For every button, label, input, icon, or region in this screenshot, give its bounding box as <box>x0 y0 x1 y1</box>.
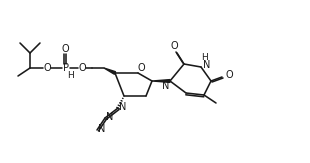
Polygon shape <box>104 68 116 74</box>
Polygon shape <box>152 80 170 82</box>
Text: H: H <box>67 71 73 80</box>
Text: H: H <box>202 53 208 62</box>
Text: N: N <box>162 81 170 91</box>
Text: O: O <box>78 63 86 73</box>
Text: N: N <box>119 102 127 112</box>
Text: N: N <box>106 112 114 122</box>
Text: N: N <box>98 124 106 134</box>
Text: O: O <box>137 63 145 73</box>
Text: O: O <box>170 41 178 51</box>
Text: O: O <box>43 63 51 73</box>
Text: O: O <box>61 44 69 54</box>
Text: N: N <box>203 60 211 70</box>
Text: O: O <box>225 70 233 80</box>
Text: P: P <box>63 63 69 73</box>
